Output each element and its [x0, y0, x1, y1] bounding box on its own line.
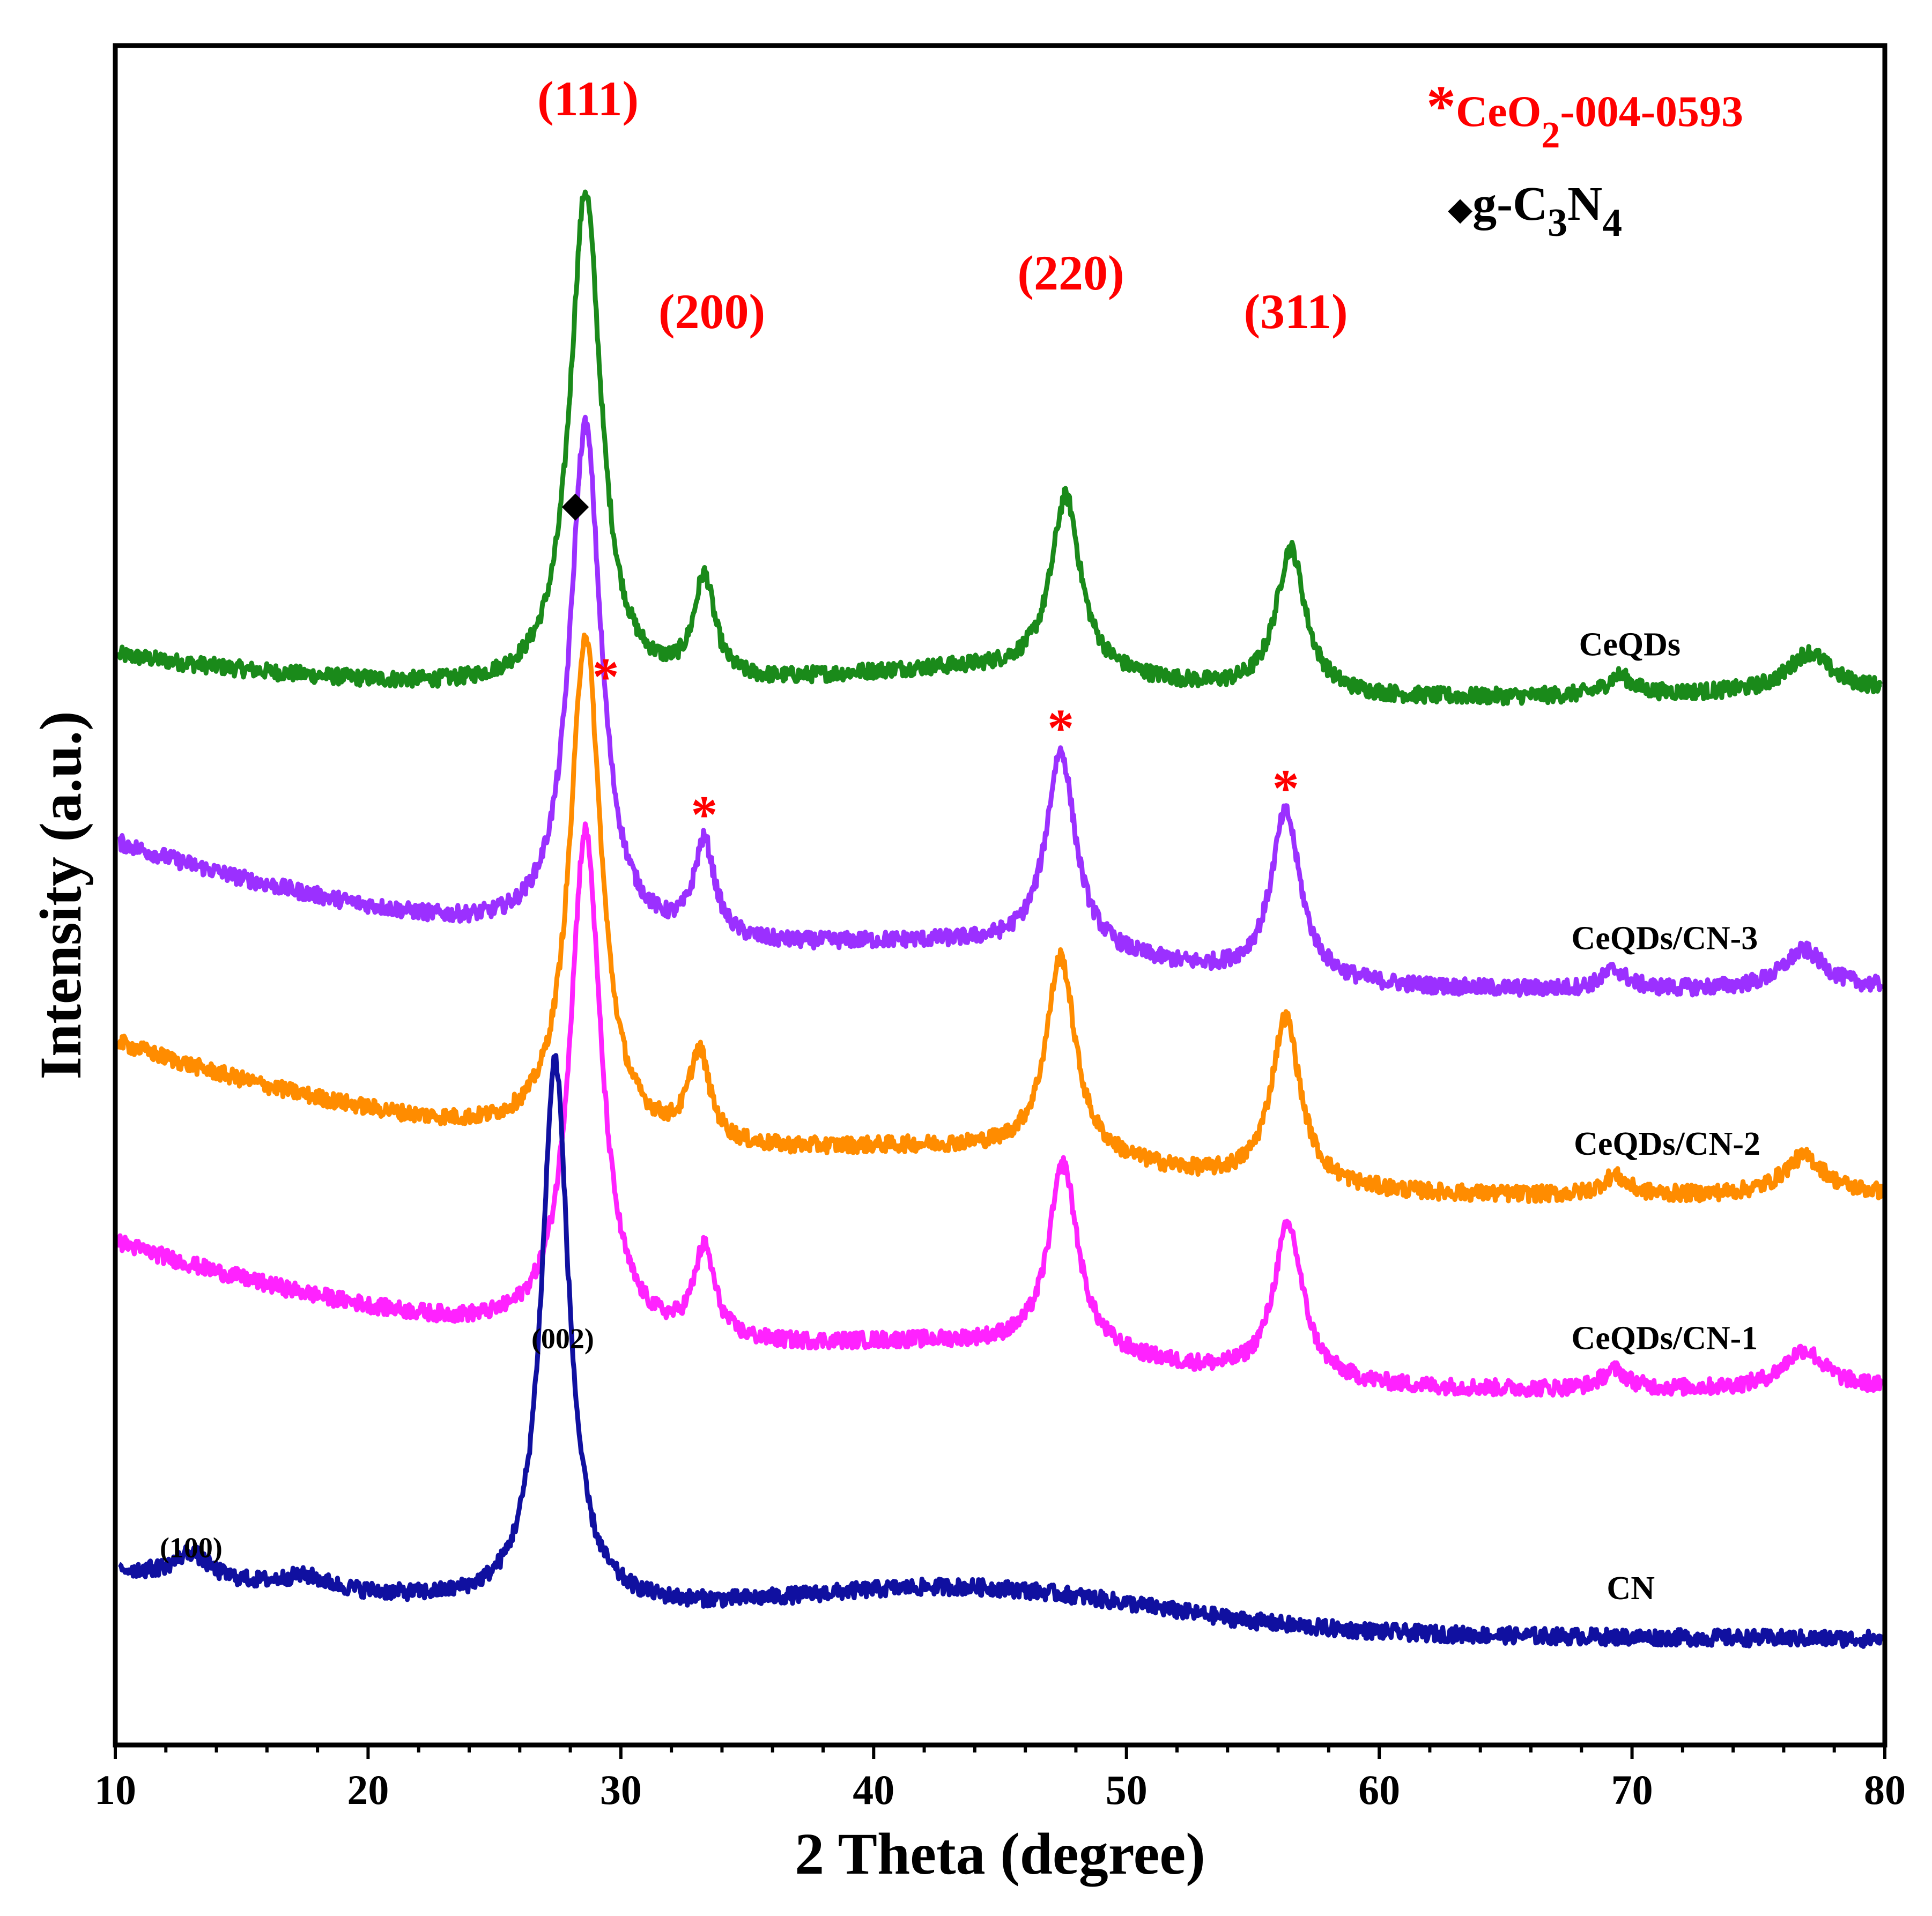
peak-label: (111) — [537, 71, 639, 126]
asterisk-marker: * — [691, 784, 717, 844]
x-tick-label: 60 — [1358, 1766, 1400, 1813]
x-tick-label: 80 — [1864, 1766, 1906, 1813]
x-tick-label: 40 — [853, 1766, 894, 1813]
legend-gc3n4: ◆g-C3N4 — [1448, 177, 1622, 245]
x-tick-label: 50 — [1106, 1766, 1148, 1813]
x-tick-label: 20 — [347, 1766, 389, 1813]
series-layer — [116, 189, 1884, 1649]
asterisk-marker: * — [593, 647, 619, 707]
asterisk-marker: * — [1272, 759, 1299, 818]
x-tick-label: 70 — [1611, 1766, 1653, 1813]
series-line-ceqds-cn-3 — [117, 414, 1884, 998]
series-line-ceqds — [116, 189, 1883, 707]
series-label: CN — [1607, 1570, 1655, 1607]
x-tick-label: 30 — [600, 1766, 642, 1813]
series-label: CeQDs/CN-1 — [1571, 1320, 1758, 1356]
peak-label: (200) — [658, 284, 765, 339]
annotations-layer: CeQDs CeQDs/CN-3 CeQDs/CN-2 CeQDs/CN-1 CN (11… — [160, 71, 1760, 1607]
legend-ceo2: *CeO2-004-0593 — [1426, 73, 1743, 156]
series-line-cn — [117, 1053, 1884, 1649]
x-tick-label: 10 — [94, 1766, 136, 1813]
series-label: CeQDs/CN-2 — [1574, 1126, 1760, 1162]
series-line-ceqds-cn-1 — [116, 821, 1884, 1398]
peak-label: (002) — [531, 1323, 594, 1355]
series-label: CeQDs/CN-3 — [1571, 920, 1758, 956]
plot-frame — [113, 43, 1887, 1748]
peak-label: (311) — [1243, 284, 1348, 339]
asterisk-marker: * — [1047, 698, 1074, 758]
peak-label: (220) — [1017, 246, 1124, 300]
y-axis-label: Intensity (a.u.) — [28, 711, 93, 1080]
diamond-marker: ◆ — [562, 485, 589, 524]
series-label: CeQDs — [1579, 627, 1681, 663]
peak-label: (100) — [160, 1532, 223, 1564]
x-axis-label: 2 Theta (degree) — [795, 1821, 1205, 1887]
x-axis-ticks: 10 20 30 40 50 60 70 80 — [94, 1745, 1906, 1813]
series-line-ceqds-cn-2 — [116, 633, 1884, 1204]
